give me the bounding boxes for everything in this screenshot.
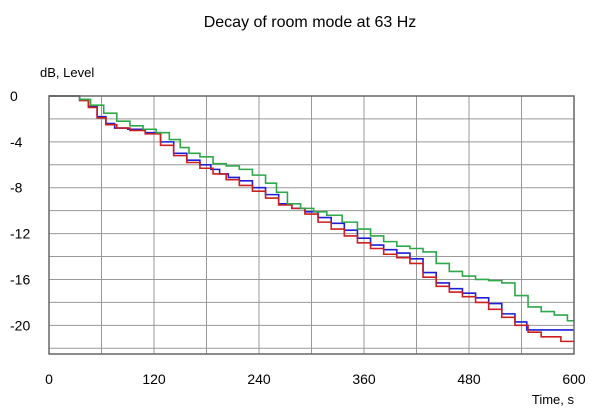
y-tick-label: 0 xyxy=(10,88,18,104)
y-tick-label: -4 xyxy=(10,134,23,150)
y-tick-label: -12 xyxy=(10,226,30,242)
x-tick-label: 120 xyxy=(142,371,166,387)
x-axis-label: Time, s xyxy=(532,392,575,407)
x-tick-label: 0 xyxy=(45,371,53,387)
tick-labels: 0 120 240 360 480 600 0 -4 -8 -12 -16 -20 xyxy=(10,88,586,387)
x-tick-label: 480 xyxy=(457,371,481,387)
series-layer xyxy=(49,95,574,343)
y-tick-label: -8 xyxy=(10,180,23,196)
chart-title: Decay of room mode at 63 Hz xyxy=(204,14,417,31)
x-tick-label: 600 xyxy=(562,371,586,387)
y-tick-label: -16 xyxy=(10,271,30,287)
x-tick-label: 360 xyxy=(352,371,376,387)
y-tick-label: -20 xyxy=(10,317,30,333)
plot-frame xyxy=(48,95,575,355)
grid xyxy=(49,95,574,354)
series-line-3 xyxy=(49,95,574,322)
series-line-2 xyxy=(49,95,574,343)
x-tick-label: 240 xyxy=(247,371,271,387)
y-axis-label: dB, Level xyxy=(40,65,94,80)
